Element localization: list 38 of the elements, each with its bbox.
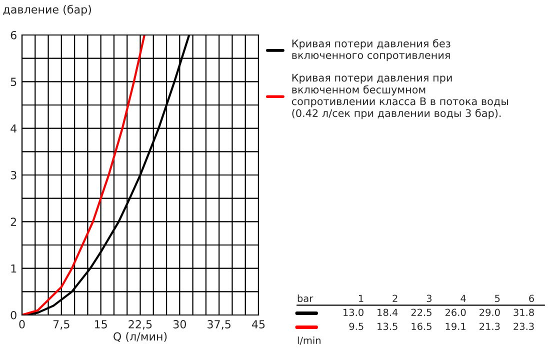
text: 21.3 xyxy=(480,322,500,330)
y-tick-label: 2 xyxy=(10,218,16,226)
text: 5 xyxy=(495,294,500,302)
text: 23.3 xyxy=(514,322,534,330)
text: 4 xyxy=(460,294,466,302)
y-tick-label: 4 xyxy=(10,124,17,133)
y-axis-title: давление (бар) xyxy=(3,4,92,16)
x-tick-label: 0 xyxy=(19,320,25,328)
text: 1 xyxy=(358,294,364,302)
text: 3 xyxy=(426,294,432,302)
x-tick-label: 30 xyxy=(173,320,186,328)
x-tick-label: 37,5 xyxy=(208,320,230,330)
x-tick-label: 15 xyxy=(94,320,107,328)
text: 2 xyxy=(392,294,398,302)
text: 18.4 xyxy=(378,308,398,316)
text: 26.0 xyxy=(445,308,466,316)
text: 6 xyxy=(529,294,534,302)
x-axis-title: Q (л/мин) xyxy=(114,332,167,342)
legend-label: Кривая потери давления при включенном бесшумном сопротивлении класса B в потока воды (0.42 л/сек при давлении воды 3 бар). xyxy=(292,74,508,120)
text: 22.5 xyxy=(411,308,432,316)
text: 31.8 xyxy=(514,308,534,316)
text: 16.5 xyxy=(412,322,432,330)
x-tick-label: 22,5 xyxy=(128,320,152,330)
text: l/min xyxy=(298,336,320,345)
text: bar xyxy=(298,294,314,302)
text: 13.5 xyxy=(378,322,398,330)
y-tick-label: 3 xyxy=(10,170,16,180)
text: 19.1 xyxy=(446,322,466,330)
text: 9.5 xyxy=(349,322,364,330)
y-tick-label: 6 xyxy=(10,30,16,40)
x-tick-label: 45 xyxy=(252,320,265,328)
y-tick-label: 0 xyxy=(10,310,16,320)
text: 13.0 xyxy=(344,308,364,316)
x-tick-label: 7,5 xyxy=(53,320,70,330)
legend-label: Кривая потери давления без включенного сопротивления xyxy=(292,39,450,62)
y-tick-label: 5 xyxy=(10,78,16,86)
y-tick-label: 1 xyxy=(11,264,16,273)
text: 29.0 xyxy=(480,308,500,316)
